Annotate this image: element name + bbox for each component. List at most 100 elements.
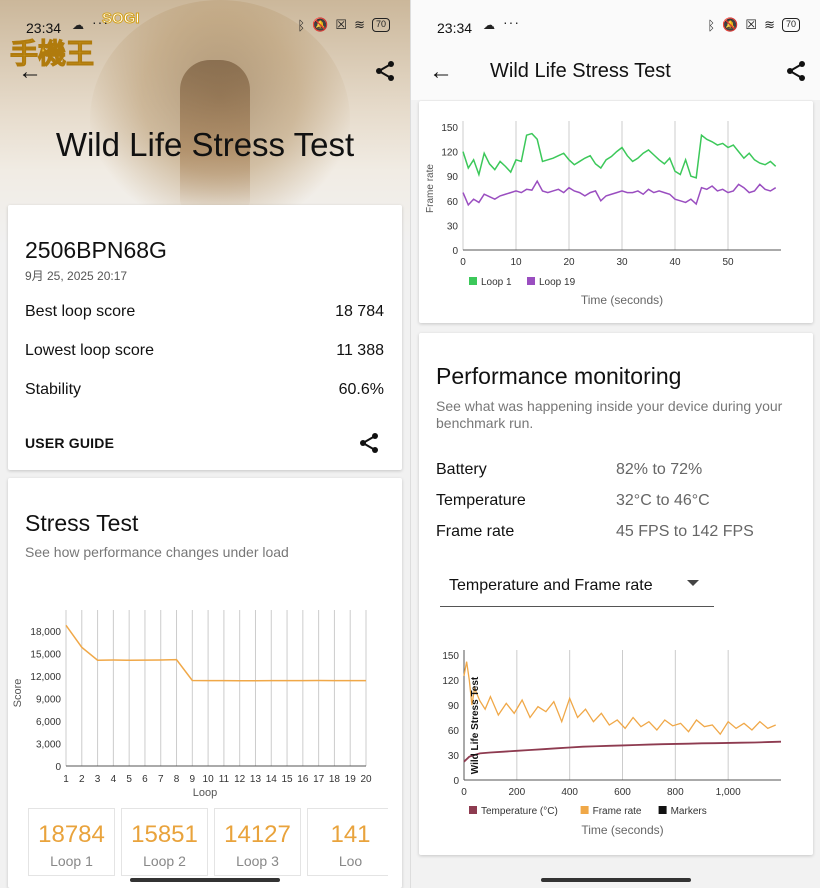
dropdown-value: Temperature and Frame rate (449, 577, 653, 594)
mute-icon: 🔕 (722, 17, 739, 32)
x-tick-label: 6 (142, 774, 148, 785)
series-line-2 (463, 661, 776, 736)
y-tick-label: 3,000 (36, 740, 61, 751)
sim-icon: ☒ (745, 17, 758, 32)
y-tick-label: 90 (447, 172, 459, 183)
x-tick-label: 800 (667, 787, 684, 798)
loop-score: 18784 (38, 821, 105, 848)
best-loop-value: 18 784 (335, 303, 384, 320)
weather-cloud-icon: ☁ (72, 18, 84, 32)
y-tick-label: 12,000 (30, 672, 61, 683)
y-axis-label: Score (12, 679, 24, 708)
stress-detail-screen: 23:34 ☁ ··· ᛒ 🔕 ☒ ≋ 70 ← Wild Life Stres… (410, 0, 820, 888)
y-tick-label: 90 (448, 701, 460, 712)
x-tick-label: 10 (203, 774, 215, 785)
x-tick-label: 0 (461, 787, 467, 798)
x-tick-label: 0 (460, 257, 466, 268)
x-tick-label: 30 (616, 257, 628, 268)
y-tick-label: 6,000 (36, 717, 61, 728)
stress-subtitle: See how performance changes under load (25, 544, 289, 560)
framerate-label: Frame rate (436, 523, 515, 540)
loop-score-list[interactable]: 18784 Loop 1 15851 Loop 2 14127 Loop 3 1… (28, 808, 388, 876)
x-tick-label: 11 (219, 774, 230, 785)
loop-card[interactable]: 15851 Loop 2 (121, 808, 208, 876)
loop-card[interactable]: 18784 Loop 1 (28, 808, 115, 876)
loop-name: Loop 1 (50, 853, 93, 869)
x-tick-label: 20 (563, 257, 575, 268)
weather-cloud-icon: ☁ (483, 18, 495, 32)
stress-title: Stress Test (25, 510, 139, 536)
temperature-value: 32°C to 46°C (616, 492, 710, 509)
page-title: Wild Life Stress Test (490, 60, 671, 82)
y-axis-label: Frame rate (425, 164, 436, 213)
y-tick-label: 0 (453, 776, 459, 787)
x-tick-label: 7 (158, 774, 164, 785)
x-axis-label: Loop (193, 787, 217, 799)
x-tick-label: 16 (297, 774, 309, 785)
best-loop-label: Best loop score (25, 303, 136, 320)
x-tick-label: 40 (669, 257, 681, 268)
loop-card[interactable]: 14127 Loop 3 (214, 808, 301, 876)
status-bar: 23:34 ☁ ··· ᛒ 🔕 ☒ ≋ 70 (0, 0, 410, 50)
loop-framerate-card (419, 101, 813, 323)
summary-card: 2506BPN68G 9月 25, 2025 20:17 Best loop s… (8, 205, 402, 470)
lowest-loop-value: 11 388 (336, 342, 384, 359)
status-time: 23:34 (437, 20, 473, 36)
home-indicator[interactable] (130, 878, 280, 882)
sogi-watermark-logo: SOGI 手機王 (9, 10, 150, 70)
status-icons: ᛒ 🔕 ☒ ≋ 70 (707, 17, 800, 33)
legend-swatch (658, 806, 667, 814)
y-tick-label: 120 (442, 676, 459, 687)
loop-card[interactable]: 141 Loo (307, 808, 388, 876)
x-tick-label: 200 (508, 787, 525, 798)
y-tick-label: 15,000 (30, 650, 61, 661)
temperature-label: Temperature (436, 492, 526, 509)
lowest-loop-label: Lowest loop score (25, 342, 154, 359)
hero-title: Wild Life Stress Test (55, 126, 355, 163)
chevron-down-icon (687, 580, 699, 586)
share-icon[interactable] (785, 60, 807, 82)
x-tick-label: 4 (111, 774, 117, 785)
share-icon[interactable] (374, 60, 396, 82)
legend-label: Frame rate (593, 806, 642, 817)
y-tick-label: 18,000 (30, 627, 61, 638)
back-arrow-icon[interactable]: ← (18, 58, 42, 85)
x-tick-label: 50 (722, 257, 734, 268)
x-tick-label: 1 (63, 774, 69, 785)
legend-label: Markers (671, 806, 707, 817)
status-icons: ᛒ 🔕 ☒ ≋ 70 (297, 17, 390, 33)
x-tick-label: 14 (266, 774, 278, 785)
x-tick-label: 20 (360, 774, 372, 785)
y-tick-label: 9,000 (36, 695, 61, 706)
result-date: 9月 25, 2025 20:17 (25, 269, 128, 283)
x-tick-label: 2 (79, 774, 85, 785)
loop-score: 15851 (131, 821, 198, 848)
y-tick-label: 60 (448, 726, 460, 737)
bluetooth-icon: ᛒ (707, 17, 716, 33)
loop-name: Loop 2 (143, 853, 186, 869)
back-arrow-icon[interactable]: ← (429, 58, 453, 85)
chart-type-dropdown[interactable]: Temperature and Frame rate (440, 571, 714, 607)
status-time: 23:34 (26, 20, 62, 36)
home-indicator[interactable] (541, 878, 691, 882)
bluetooth-icon: ᛒ (297, 17, 306, 33)
score-series-line (65, 624, 366, 682)
user-guide-link[interactable]: USER GUIDE (25, 435, 115, 451)
framerate-value: 45 FPS to 142 FPS (616, 523, 754, 540)
performance-subtitle: See what was happening inside your devic… (436, 398, 783, 431)
x-tick-label: 18 (329, 774, 341, 785)
loop-framerate-chart: 0 10 20 30 40 50 0 30 60 90 120 150 Frame rate Loop 1… (425, 121, 781, 307)
loop-name: Loop 3 (236, 853, 279, 869)
x-tick-label: 8 (174, 774, 180, 785)
x-tick-label: 3 (95, 774, 101, 785)
x-tick-label: 5 (126, 774, 132, 785)
share-icon[interactable] (358, 432, 380, 454)
series-line-2 (462, 179, 777, 207)
loop-score: 141 (330, 821, 371, 848)
loop-score: 14127 (224, 821, 291, 848)
app-bar: 23:34 ☁ ··· ᛒ 🔕 ☒ ≋ 70 ← Wild Life Stres… (411, 0, 820, 100)
hero-banner: Wild Life Stress Test (0, 0, 410, 245)
x-tick-label: 400 (561, 787, 578, 798)
sim-icon: ☒ (335, 17, 348, 32)
watermark-cn: 手機王 (9, 38, 95, 70)
